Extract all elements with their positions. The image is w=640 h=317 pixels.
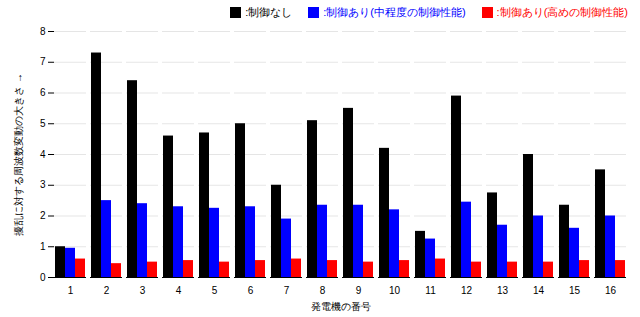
svg-text:14: 14 <box>533 285 545 296</box>
html-text::制御あり(高めの制御性能): :制御あり(高めの制御性能) <box>496 5 628 18</box>
svg-text:5: 5 <box>212 285 218 296</box>
svg-text:1: 1 <box>40 241 46 252</box>
svg-text:9: 9 <box>356 285 362 296</box>
svg-text:10: 10 <box>389 285 401 296</box>
svg-text:4: 4 <box>40 149 46 160</box>
svg-text:2: 2 <box>104 285 110 296</box>
svg-text:5: 5 <box>40 118 46 129</box>
html-text::制御あり(中程度の制御性能): :制御あり(中程度の制御性能) <box>323 5 466 18</box>
svg-text:3: 3 <box>40 179 46 190</box>
html-text::制御なし: :制御なし <box>245 5 293 18</box>
svg-text:6: 6 <box>40 87 46 98</box>
svg-text:12: 12 <box>461 285 473 296</box>
svg-text:4: 4 <box>176 285 182 296</box>
svg-text:7: 7 <box>284 285 290 296</box>
svg-text:3: 3 <box>140 285 146 296</box>
svg-text:6: 6 <box>248 285 254 296</box>
svg-text:7: 7 <box>40 56 46 67</box>
svg-text:8: 8 <box>320 285 326 296</box>
svg-text:15: 15 <box>569 285 581 296</box>
svg-text:8: 8 <box>40 26 46 37</box>
svg-text:発電機の番号: 発電機の番号 <box>311 301 371 312</box>
svg-text:擾乱に対する周波数変動の大きさ →: 擾乱に対する周波数変動の大きさ → <box>13 73 24 236</box>
svg-text:2: 2 <box>40 210 46 221</box>
svg-text:0: 0 <box>40 272 46 283</box>
svg-text:1: 1 <box>68 285 74 296</box>
svg-text:13: 13 <box>497 285 509 296</box>
svg-text:11: 11 <box>425 285 436 296</box>
svg-text:16: 16 <box>605 285 617 296</box>
